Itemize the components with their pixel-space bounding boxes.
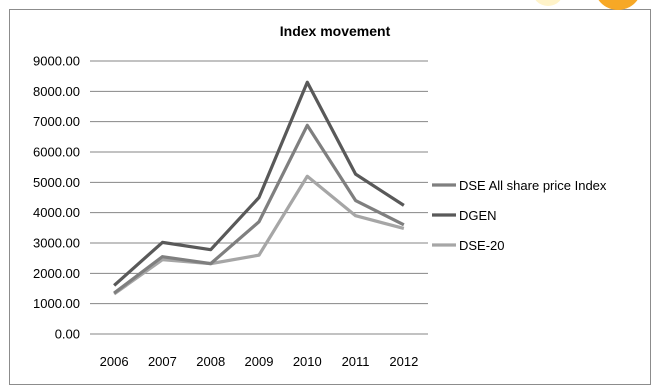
y-tick-label: 8000.00: [33, 84, 80, 99]
y-tick-label: 6000.00: [33, 145, 80, 160]
series-line: [113, 123, 405, 295]
series-line: [113, 174, 405, 296]
x-tick-label: 2011: [342, 354, 370, 369]
x-tick-label: 2006: [100, 354, 129, 369]
x-tick-label: 2012: [389, 354, 418, 369]
y-tick-label: 1000.00: [33, 296, 80, 311]
y-tick-label: 0.00: [55, 327, 80, 342]
legend-label: DSE All share price Index: [459, 178, 607, 193]
x-tick-label: 2008: [196, 354, 225, 369]
legend: DSE All share price Index DGEN DSE-20: [432, 178, 607, 253]
y-tick-label: 7000.00: [33, 114, 80, 129]
series-line: [113, 80, 405, 287]
legend-label: DSE-20: [459, 238, 505, 253]
chart-frame: [9, 9, 651, 385]
y-tick-labels: 0.00 1000.00 2000.00 3000.00 4000.00 5000.00 6…: [33, 54, 80, 342]
chart-title: Index movement: [280, 23, 391, 39]
y-tick-label: 2000.00: [33, 266, 80, 281]
x-tick-label: 2007: [148, 354, 177, 369]
x-tick-label: 2009: [245, 354, 274, 369]
y-tick-label: 4000.00: [33, 205, 80, 220]
y-tick-label: 9000.00: [33, 54, 80, 69]
x-tick-label: 2010: [293, 354, 322, 369]
y-tick-label: 3000.00: [33, 236, 80, 251]
series-lines: [113, 80, 405, 296]
gridlines: [90, 60, 428, 335]
legend-label: DGEN: [459, 208, 497, 223]
y-tick-label: 5000.00: [33, 175, 80, 190]
x-tick-labels: 2006 2007 2008 2009 2010 2011 2012: [100, 354, 419, 369]
